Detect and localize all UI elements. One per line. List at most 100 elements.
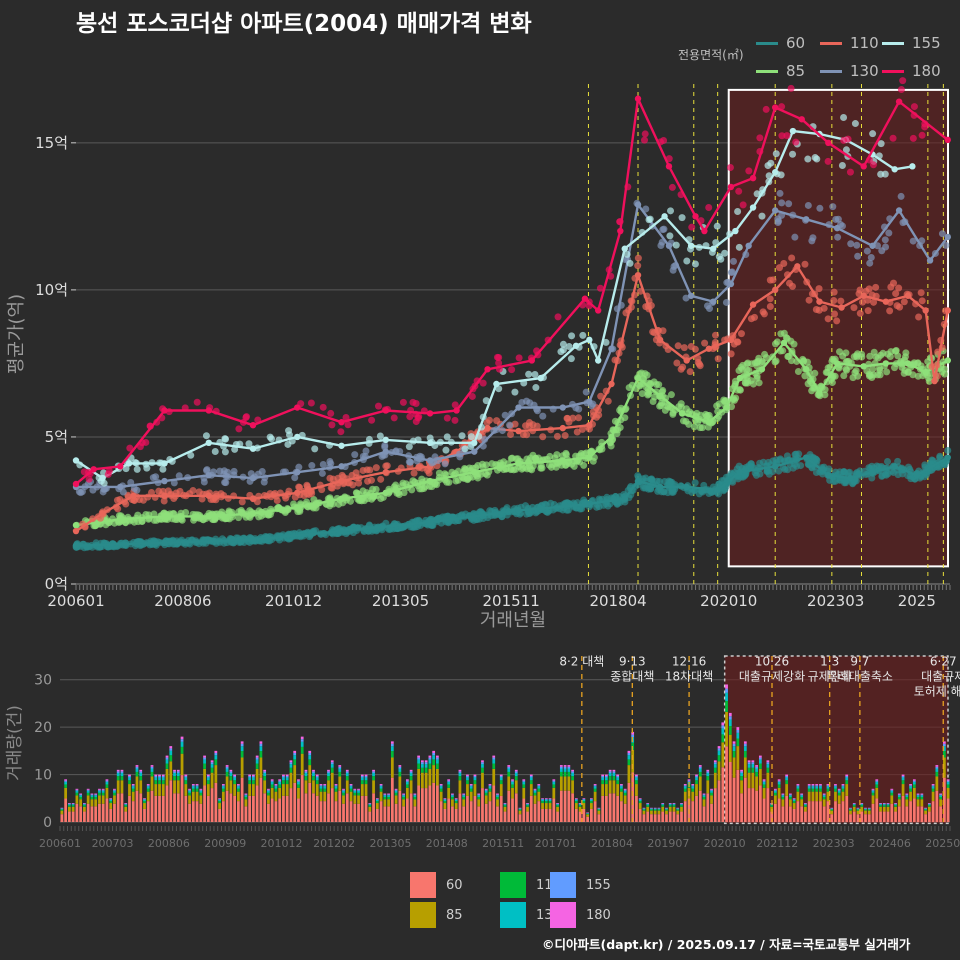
volume-bar (68, 805, 71, 807)
volume-bar (368, 804, 372, 806)
volume-bar (297, 787, 300, 799)
series-vertex (891, 463, 898, 470)
data-point (876, 371, 884, 379)
volume-bar (717, 755, 721, 762)
vol-x-tick-label: 200909 (204, 837, 246, 850)
volume-bar (601, 777, 605, 781)
series-vertex (904, 292, 912, 299)
volume-bar (184, 795, 188, 822)
data-point (714, 355, 722, 363)
volume-bar (199, 790, 203, 793)
volume-bar (342, 792, 345, 796)
volume-bar (436, 763, 439, 769)
volume-bar (135, 771, 139, 777)
volume-bar (668, 805, 672, 807)
volume-bar (113, 792, 116, 796)
volume-bar (826, 784, 830, 786)
volume-bar (871, 788, 875, 790)
series-vertex (99, 474, 106, 482)
series-vertex (249, 536, 257, 544)
volume-bar (939, 799, 942, 807)
x-axis-title: 거래년월 (480, 610, 546, 631)
volume-bar (154, 774, 158, 776)
data-point (780, 259, 788, 267)
data-point (390, 414, 398, 422)
data-point (840, 467, 848, 475)
volume-bar (642, 809, 646, 811)
data-point (938, 230, 946, 238)
volume-bar (706, 769, 710, 772)
data-point (833, 317, 841, 325)
series-vertex (426, 410, 434, 417)
volume-bar (683, 788, 687, 792)
data-point (742, 379, 750, 387)
volume-bar (642, 807, 646, 809)
volume-bar (541, 801, 544, 804)
data-point (295, 483, 303, 491)
volume-bar (571, 793, 574, 822)
volume-bar (353, 795, 357, 804)
volume-bar (402, 806, 405, 822)
volume-bar (710, 789, 713, 791)
volume-bar (233, 795, 236, 822)
series-vertex (891, 166, 898, 173)
volume-bar (559, 766, 563, 769)
volume-bar (364, 774, 368, 776)
volume-bar (300, 753, 304, 776)
data-point (904, 463, 912, 471)
volume-bar (150, 776, 154, 791)
data-point (781, 465, 789, 473)
volume-bar (274, 786, 278, 789)
data-point (901, 366, 909, 374)
volume-bar (616, 777, 620, 781)
data-point (476, 508, 484, 516)
volume-bar (379, 784, 383, 786)
volume-bar (537, 801, 541, 822)
volume-bar (368, 811, 372, 822)
volume-bar (574, 798, 578, 800)
volume-bar (188, 790, 191, 793)
volume-bar (334, 788, 338, 792)
volume-bar (383, 806, 387, 822)
data-point (792, 450, 800, 458)
policy-label: 1·3 (820, 654, 839, 668)
volume-bar (98, 790, 101, 793)
volume-bar (732, 741, 736, 744)
volume-bar (143, 808, 146, 822)
volume-bar (105, 780, 109, 782)
data-point (319, 460, 327, 468)
volume-bar (86, 795, 90, 804)
volume-bar (131, 784, 135, 786)
series-vertex (621, 495, 628, 502)
volume-bar (728, 712, 732, 717)
volume-bar (819, 791, 822, 802)
volume-bar (439, 786, 443, 789)
volume-bar (834, 785, 837, 787)
volume-bar (834, 791, 837, 802)
data-point (877, 140, 885, 148)
volume-bar (349, 788, 353, 792)
data-point (804, 201, 812, 209)
volume-bar (353, 803, 357, 822)
series-vertex (634, 271, 642, 279)
data-point (863, 247, 871, 255)
volume-bar (841, 784, 845, 786)
volume-bar (661, 804, 665, 806)
data-point (824, 157, 832, 165)
volume-bar (650, 807, 653, 809)
volume-bar (631, 772, 635, 822)
volume-bar (364, 777, 368, 781)
volume-bar (807, 788, 811, 792)
data-point (877, 170, 885, 178)
volume-bar (409, 772, 413, 777)
data-point (679, 417, 687, 425)
volume-bar (698, 771, 702, 777)
volume-bar (789, 793, 792, 795)
volume-bar (364, 780, 368, 785)
volume-bar (713, 767, 717, 773)
volume-bar (766, 788, 770, 822)
data-point (352, 469, 360, 477)
x-tick-label: 200601 (47, 592, 104, 610)
volume-bar (300, 746, 304, 754)
